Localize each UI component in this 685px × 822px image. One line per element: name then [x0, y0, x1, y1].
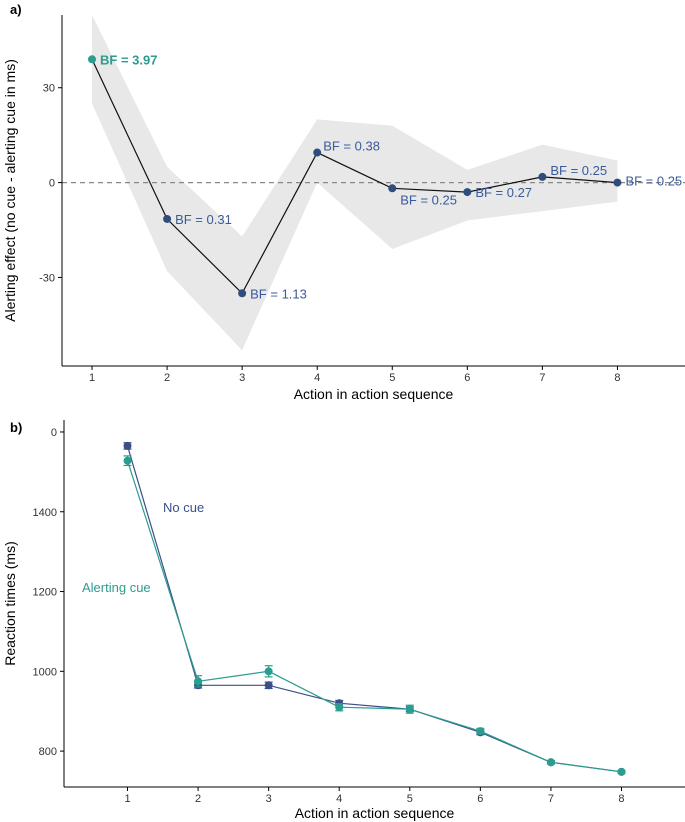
- y-tick-label: 0: [49, 178, 55, 190]
- data-point: [264, 681, 273, 690]
- alerting-effect-line: [91, 59, 618, 295]
- x-axis-title: Action in action sequence: [295, 805, 455, 821]
- x-tick-label: 8: [618, 793, 624, 805]
- data-point: [123, 441, 132, 450]
- data-point: [264, 667, 273, 676]
- series-line: [126, 460, 622, 773]
- data-point: [163, 214, 172, 223]
- x-tick-label: 3: [239, 372, 245, 384]
- data-point: [538, 172, 547, 181]
- data-point: [405, 705, 414, 714]
- series-0: [123, 441, 626, 776]
- y-tick-label: -30: [39, 272, 55, 284]
- data-point: [335, 703, 344, 712]
- x-axis-title: Action in action sequence: [294, 386, 454, 402]
- y-tick-label: 0: [51, 427, 57, 439]
- panel-a: a) BF = 3.97 BF = 0.31 BF = 1.13 BF = 0.38 B…: [2, 2, 685, 402]
- x-tick-label: 6: [464, 372, 470, 384]
- panel-b-label: b): [10, 420, 22, 435]
- data-point: [238, 289, 247, 298]
- data-point: [194, 677, 203, 686]
- x-tick-label: 1: [89, 372, 95, 384]
- x-tick-label: 4: [336, 793, 342, 805]
- y-axis-title: Alerting effect (no cue - alerting cue i…: [2, 59, 18, 322]
- data-point: [123, 456, 132, 465]
- panel-b: b) No cue Alerting cue 0140012001000800 …: [2, 420, 685, 821]
- data-point: [463, 188, 472, 197]
- legend-no-cue: No cue: [163, 500, 204, 515]
- data-point: [613, 178, 622, 187]
- bf-annotation: BF = 0.31: [175, 212, 232, 227]
- data-point: [617, 767, 626, 776]
- legend-alerting-cue: Alerting cue: [82, 580, 151, 595]
- x-tick-label: 6: [477, 793, 483, 805]
- x-tick-label: 1: [124, 793, 130, 805]
- bf-annotation: BF = 3.97: [100, 52, 157, 67]
- x-tick-label: 4: [314, 372, 320, 384]
- x-tick-label: 5: [389, 372, 395, 384]
- x-tick-label: 7: [548, 793, 554, 805]
- series-line: [126, 445, 622, 773]
- y-tick-label: 1400: [33, 507, 57, 519]
- x-tick-label: 8: [614, 372, 620, 384]
- data-point: [88, 55, 97, 64]
- data-point: [313, 148, 322, 157]
- bf-annotation: BF = 0.25: [550, 163, 607, 178]
- data-point: [546, 758, 555, 767]
- x-tick-label: 2: [195, 793, 201, 805]
- y-tick-label: 30: [43, 83, 55, 95]
- x-tick-label: 3: [266, 793, 272, 805]
- y-tick-label: 1000: [33, 666, 57, 678]
- series-1: [123, 455, 626, 776]
- data-point: [476, 727, 485, 736]
- y-tick-label: 800: [39, 746, 57, 758]
- data-point: [388, 184, 397, 193]
- bf-annotation: BF = 0.38: [323, 139, 380, 154]
- y-axis-title: Reaction times (ms): [2, 541, 18, 665]
- bf-annotation: BF = 0.25: [625, 174, 682, 189]
- bf-annotation: BF = 0.27: [475, 185, 532, 200]
- bf-annotation: BF = 1.13: [250, 286, 307, 301]
- x-tick-label: 2: [164, 372, 170, 384]
- y-tick-label: 1200: [33, 587, 57, 599]
- x-tick-label: 7: [539, 372, 545, 384]
- x-tick-label: 5: [407, 793, 413, 805]
- panel-a-label: a): [10, 2, 22, 17]
- bf-annotation: BF = 0.25: [400, 192, 457, 207]
